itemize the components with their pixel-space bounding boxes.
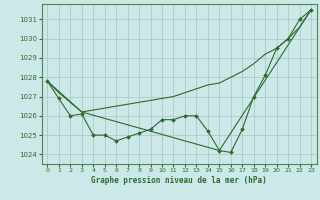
- X-axis label: Graphe pression niveau de la mer (hPa): Graphe pression niveau de la mer (hPa): [91, 176, 267, 185]
